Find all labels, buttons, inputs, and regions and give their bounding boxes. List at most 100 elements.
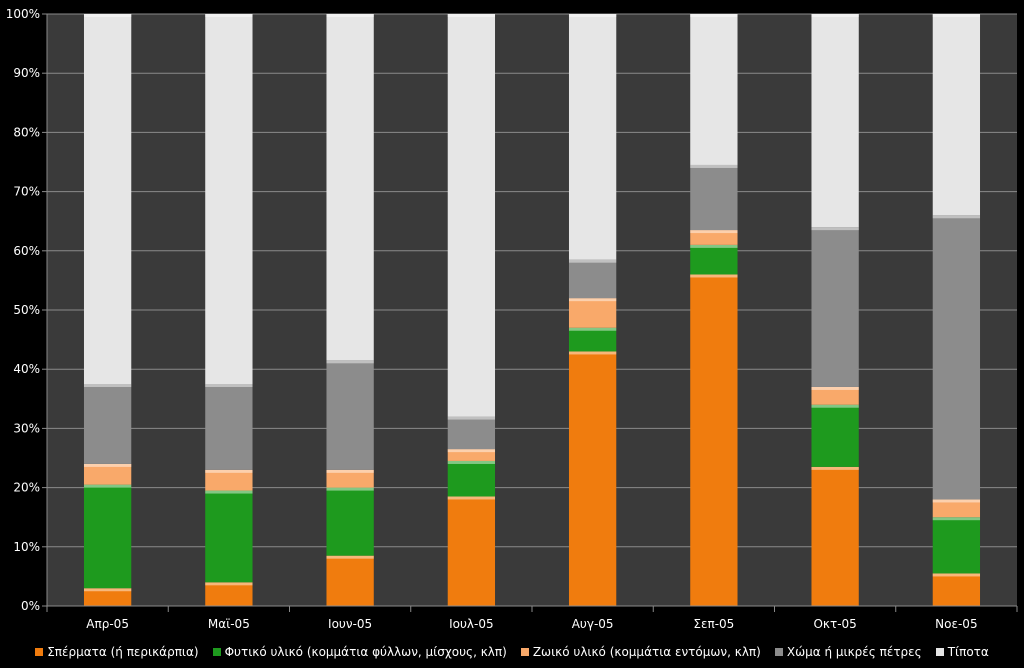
bar-segment: [568, 327, 617, 352]
bar-segment-highlight: [811, 386, 859, 390]
bar-segment: [932, 14, 981, 216]
legend-item: Τίποτα: [935, 645, 989, 659]
bar-segment-highlight: [811, 14, 859, 17]
legend-item: Ζωικό υλικό (κομμάτια εντόμων, κλπ): [520, 645, 761, 659]
y-axis: 0% 10% 20% 30% 40% 50% 60% 70% 80% 90% 100%: [6, 7, 48, 613]
bar-segment-highlight: [811, 227, 859, 231]
legend-item: Φυτικό υλικό (κομμάτια φύλλων, μίσχους, …: [212, 645, 507, 659]
bar-segment: [568, 259, 617, 299]
legend-label: Σπέρματα (ή περικάρπια): [47, 645, 199, 659]
bar-segment-highlight: [83, 384, 132, 387]
bar-segment: [811, 227, 859, 387]
bar-segment: [83, 384, 132, 464]
x-tick-label: Αυγ-05: [572, 617, 614, 631]
bar-segment-highlight: [205, 14, 253, 17]
bar-segment: [447, 460, 496, 497]
legend-item: Χώμα ή μικρές πέτρες: [774, 645, 922, 659]
bar-segment: [811, 14, 859, 228]
y-tick-label: 30%: [13, 421, 40, 435]
bar-segment: [568, 351, 617, 606]
x-tick-label: Απρ-05: [86, 617, 129, 631]
bar-segment: [690, 164, 738, 231]
bar-segment: [326, 14, 374, 361]
bar-segment: [568, 14, 617, 260]
bar-segment: [690, 274, 738, 606]
y-tick-label: 50%: [13, 303, 40, 317]
bar-segment-highlight: [205, 582, 253, 586]
bar-segment: [447, 449, 496, 461]
bar-segment-highlight: [83, 14, 132, 17]
legend-label: Τίποτα: [947, 645, 989, 659]
bar-segment: [326, 360, 374, 470]
bar-segment-highlight: [690, 14, 738, 17]
bar-segment-highlight: [326, 555, 374, 559]
bar-segment-highlight: [568, 14, 617, 17]
legend-swatch: [212, 648, 221, 656]
bar-segment-highlight: [205, 490, 253, 494]
bar-segment-highlight: [568, 298, 617, 302]
bar-segment-highlight: [447, 449, 496, 453]
bar-segment-highlight: [932, 14, 981, 17]
bar-segment-highlight: [568, 351, 617, 355]
bar-segment: [83, 463, 132, 485]
bar-segment-highlight: [568, 259, 617, 263]
y-tick-label: 10%: [13, 540, 40, 554]
bar-segment-highlight: [932, 215, 981, 219]
bar-segment-highlight: [447, 416, 496, 420]
bar-segment: [83, 484, 132, 589]
bar-segment-highlight: [690, 274, 738, 278]
x-axis: Απρ-05 Μαϊ-05 Ιουν-05 Ιουλ-05 Αυγ-05 Σεπ-05 Οκ…: [46, 605, 1018, 631]
bar-segment: [932, 215, 981, 500]
bar-segment: [811, 466, 859, 606]
legend-swatch: [35, 648, 44, 656]
bar-segment-highlight: [205, 469, 253, 473]
bar-segment-highlight: [932, 499, 981, 503]
bars: [83, 14, 981, 606]
bar-segment: [326, 469, 374, 488]
bar-segment-highlight: [447, 496, 496, 500]
bar-segment: [932, 573, 981, 606]
legend-swatch: [520, 648, 529, 656]
bar-segment: [690, 244, 738, 275]
bar-segment: [205, 14, 253, 384]
x-tick-label: Μαϊ-05: [208, 617, 250, 631]
y-tick-label: 90%: [13, 66, 40, 80]
x-tick-label: Οκτ-05: [813, 617, 856, 631]
bar-segment: [932, 517, 981, 574]
bar-segment: [205, 469, 253, 491]
bar-segment-highlight: [83, 463, 132, 467]
bar-segment: [205, 384, 253, 470]
legend-label: Ζωικό υλικό (κομμάτια εντόμων, κλπ): [532, 645, 761, 659]
bar-segment-highlight: [326, 14, 374, 17]
bar-segment: [568, 298, 617, 328]
bar-segment: [447, 496, 496, 606]
bar-segment: [205, 490, 253, 583]
bar-segment-highlight: [83, 588, 132, 592]
bar-segment-highlight: [690, 230, 738, 234]
bar-segment: [932, 499, 981, 518]
x-tick-label: Σεπ-05: [693, 617, 734, 631]
bar-segment: [690, 14, 738, 165]
legend-swatch: [774, 648, 783, 656]
bar-segment-highlight: [83, 484, 132, 488]
bar-segment-highlight: [326, 360, 374, 364]
bar-segment-highlight: [811, 466, 859, 470]
legend-swatch: [935, 648, 944, 656]
y-tick-label: 40%: [13, 362, 40, 376]
bar-segment: [447, 416, 496, 450]
bar-segment: [326, 555, 374, 606]
bar-segment-highlight: [447, 460, 496, 464]
x-tick-label: Νοε-05: [935, 617, 977, 631]
legend-label: Φυτικό υλικό (κομμάτια φύλλων, μίσχους, …: [224, 645, 507, 659]
bar-segment-highlight: [690, 244, 738, 248]
y-tick-label: 60%: [13, 244, 40, 258]
bar-segment-highlight: [811, 404, 859, 408]
bar-segment: [811, 386, 859, 405]
bar-segment-highlight: [932, 517, 981, 521]
bar-segment-highlight: [690, 164, 738, 168]
bar-segment: [205, 582, 253, 606]
bar-segment-highlight: [932, 573, 981, 577]
bar-segment: [83, 14, 132, 384]
legend: Σπέρματα (ή περικάρπια) Φυτικό υλικό (κομ…: [0, 639, 1024, 665]
